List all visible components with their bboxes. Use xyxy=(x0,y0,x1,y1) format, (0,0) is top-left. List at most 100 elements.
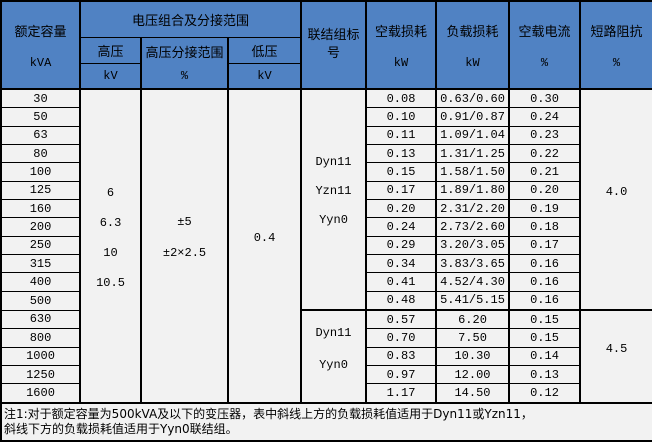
load-loss-cell: 7.50 xyxy=(435,328,510,348)
no-load-loss-cell: 0.08 xyxy=(365,88,437,109)
no-load-current-cell: 0.17 xyxy=(508,235,581,255)
table-row: 630 Dyn11 Yyn0 0.57 6.20 0.15 4.5 xyxy=(0,309,652,404)
capacity-cell: 800 xyxy=(0,328,81,348)
header-no-load-loss-label: 空载损耗 xyxy=(374,24,427,40)
table-row: 63 0.11 1.09/1.04 0.23 xyxy=(0,125,652,146)
no-load-current-cell: 0.23 xyxy=(508,125,581,146)
header-voltage-group: 电压组合及分接范围 xyxy=(79,0,302,38)
table-row: 315 0.34 3.83/3.65 0.16 xyxy=(0,253,652,274)
no-load-loss-cell: 0.57 xyxy=(365,309,437,330)
capacity-cell: 125 xyxy=(0,180,81,201)
no-load-current-cell: 0.24 xyxy=(508,107,581,127)
connection-value: Dyn11 xyxy=(315,325,352,340)
load-loss-cell: 4.52/4.30 xyxy=(435,272,510,292)
connection-value: Yyn0 xyxy=(319,213,348,227)
capacity-cell: 160 xyxy=(0,198,81,219)
footnote-line-1: 注1:对于额定容量为500kVA及以下的变压器，表中斜线上方的负载损耗值适用于D… xyxy=(4,407,533,421)
header-row-1: 额定容量 kVA 电压组合及分接范围 联结组标号 空载损耗 kW 负载损耗 kW xyxy=(0,0,652,90)
impedance-value: 4.5 xyxy=(605,341,628,356)
no-load-current-cell: 0.16 xyxy=(508,272,581,292)
hv-value: 6.3 xyxy=(99,216,122,230)
no-load-loss-cell: 0.15 xyxy=(365,162,437,182)
load-loss-cell: 1.58/1.50 xyxy=(435,162,510,182)
no-load-loss-cell: 0.13 xyxy=(365,144,437,164)
tap-value: ±2×2.5 xyxy=(162,246,207,260)
load-loss-cell: 0.91/0.87 xyxy=(435,107,510,127)
connection-value: Yyn0 xyxy=(319,357,348,372)
table-row: 30 6 6.3 10 10.5 ±5 ±2×2.5 0.4 xyxy=(0,88,652,404)
header-lv-label-cell: 低压 xyxy=(227,36,302,64)
header-capacity: 额定容量 kVA xyxy=(0,0,81,90)
no-load-loss-cell: 0.70 xyxy=(365,328,437,348)
capacity-cell: 630 xyxy=(0,309,81,330)
header-tap: 高压分接范围 % xyxy=(140,36,229,90)
header-load-loss-unit: kW xyxy=(465,55,480,70)
header-impedance-unit: % xyxy=(612,55,621,70)
no-load-loss-cell: 1.17 xyxy=(365,383,437,404)
header-tap-label: 高压分接范围 xyxy=(145,46,224,62)
load-loss-cell: 3.83/3.65 xyxy=(435,253,510,274)
no-load-loss-cell: 0.17 xyxy=(365,180,437,201)
table-row: 500 0.48 5.41/5.15 0.16 xyxy=(0,290,652,311)
table-row: 1250 0.97 12.00 0.13 xyxy=(0,365,652,385)
lv-value-cell: 0.4 xyxy=(227,88,302,404)
load-loss-cell: 12.00 xyxy=(435,365,510,385)
capacity-cell: 250 xyxy=(0,235,81,255)
load-loss-cell: 0.63/0.60 xyxy=(435,88,510,109)
load-loss-cell: 10.30 xyxy=(435,346,510,367)
capacity-cell: 30 xyxy=(0,88,81,109)
header-lv-unit-cell: kV xyxy=(227,62,302,90)
lv-value: 0.4 xyxy=(253,231,276,245)
load-loss-cell: 3.20/3.05 xyxy=(435,235,510,255)
footnote-cell: 注1:对于额定容量为500kVA及以下的变压器，表中斜线上方的负载损耗值适用于D… xyxy=(0,402,652,442)
table-row: 160 0.20 2.31/2.20 0.19 xyxy=(0,198,652,219)
footnote-line-2: 斜线下方的负载损耗值适用于Yyn0联结组。 xyxy=(4,422,238,436)
no-load-current-cell: 0.21 xyxy=(508,162,581,182)
no-load-current-cell: 0.20 xyxy=(508,180,581,201)
no-load-loss-cell: 0.97 xyxy=(365,365,437,385)
no-load-current-cell: 0.22 xyxy=(508,144,581,164)
no-load-current-cell: 0.19 xyxy=(508,198,581,219)
load-loss-cell: 1.09/1.04 xyxy=(435,125,510,146)
capacity-cell: 500 xyxy=(0,290,81,311)
connection-upper-cell: Dyn11 Yzn11 Yyn0 xyxy=(300,88,367,311)
no-load-loss-cell: 0.83 xyxy=(365,346,437,367)
no-load-current-cell: 0.15 xyxy=(508,309,581,330)
no-load-loss-cell: 0.10 xyxy=(365,107,437,127)
no-load-current-cell: 0.13 xyxy=(508,365,581,385)
header-row-3: kV kV xyxy=(1,62,652,90)
load-loss-cell: 6.20 xyxy=(435,309,510,330)
header-hv-label-cell: 高压 xyxy=(79,36,142,64)
table-row: 1600 1.17 14.50 0.12 xyxy=(0,383,652,404)
table-row: 80 0.13 1.31/1.25 0.22 xyxy=(0,144,652,164)
capacity-cell: 100 xyxy=(0,162,81,182)
capacity-cell: 1250 xyxy=(0,365,81,385)
hv-value: 10.5 xyxy=(96,276,125,290)
header-no-load-current: 空载电流 % xyxy=(508,0,581,90)
header-hv-unit-cell: kV xyxy=(79,62,142,90)
no-load-current-cell: 0.15 xyxy=(508,328,581,348)
capacity-cell: 200 xyxy=(0,217,81,237)
table-row: 100 0.15 1.58/1.50 0.21 xyxy=(0,162,652,182)
no-load-loss-cell: 0.20 xyxy=(365,198,437,219)
no-load-loss-cell: 0.48 xyxy=(365,290,437,311)
impedance-lower-cell: 4.5 xyxy=(579,309,652,404)
load-loss-cell: 14.50 xyxy=(435,383,510,404)
header-impedance: 短路阻抗 % xyxy=(579,0,652,90)
no-load-loss-cell: 0.24 xyxy=(365,217,437,237)
connection-value: Yzn11 xyxy=(315,184,352,198)
header-connection: 联结组标号 xyxy=(300,0,367,90)
no-load-current-cell: 0.14 xyxy=(508,346,581,367)
header-row-2: 高压 高压分接范围 % 低压 xyxy=(1,36,652,90)
header-lv-label: 低压 xyxy=(251,44,278,60)
table-row: 50 0.10 0.91/0.87 0.24 xyxy=(0,107,652,127)
table-row: 125 0.17 1.89/1.80 0.20 xyxy=(0,180,652,201)
header-capacity-label: 额定容量 xyxy=(14,24,67,40)
header-connection-label: 联结组标号 xyxy=(307,28,360,61)
header-voltage-group-label: 电压组合及分接范围 xyxy=(131,13,249,29)
table-row: 1000 0.83 10.30 0.14 xyxy=(0,346,652,367)
connection-value: Dyn11 xyxy=(315,155,352,169)
header-hv-unit: kV xyxy=(103,69,118,84)
